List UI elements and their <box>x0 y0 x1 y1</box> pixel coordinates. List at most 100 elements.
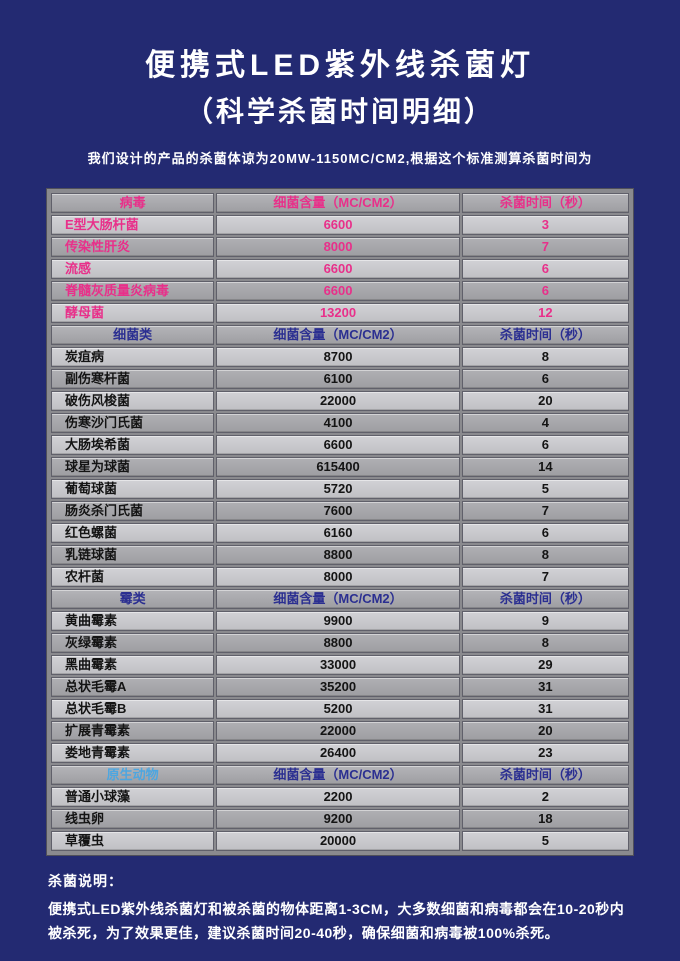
table-row: 伤寒沙门氏菌 4100 4 <box>51 412 629 433</box>
table-row: 肠炎杀门氏菌 7600 7 <box>51 500 629 521</box>
footer-label: 杀菌说明： <box>48 872 123 889</box>
col-header-time: 杀菌时间（秒） <box>461 588 629 609</box>
col-header-content: 细菌含量（MC/CM2） <box>216 764 460 785</box>
intro-text: 我们设计的产品的杀菌体谅为20MW-1150MC/CM2,根据这个标准测算杀菌时… <box>87 150 593 166</box>
content-value: 6100 <box>216 368 460 389</box>
organism-name: 球星为球菌 <box>51 456 215 477</box>
organism-name: 黄曲霉素 <box>51 610 215 631</box>
time-value: 31 <box>461 676 629 697</box>
content-value: 33000 <box>216 654 460 675</box>
table-row: 线虫卵 9200 18 <box>51 808 629 829</box>
table-row: 总状毛霉B 5200 31 <box>51 698 629 719</box>
content-value: 4100 <box>216 412 460 433</box>
section-category-label: 病毒 <box>51 192 215 213</box>
content-value: 2200 <box>216 786 460 807</box>
organism-name: 葡萄球菌 <box>51 478 215 499</box>
time-value: 6 <box>461 522 629 543</box>
table-section-header-row: 原生动物 细菌含量（MC/CM2） 杀菌时间（秒） <box>51 764 629 785</box>
content-value: 8000 <box>216 566 460 587</box>
page-subtitle: （科学杀菌时间明细） <box>184 96 495 127</box>
organism-name: 大肠埃希菌 <box>51 434 215 455</box>
organism-name: 红色螺菌 <box>51 522 215 543</box>
organism-name: 黑曲霉素 <box>51 654 215 675</box>
organism-name: 总状毛霉B <box>51 698 215 719</box>
time-value: 6 <box>461 280 629 301</box>
organism-name: 流感 <box>51 258 215 279</box>
table-row: 葡萄球菌 5720 5 <box>51 478 629 499</box>
table-row: 灰绿霉素 8800 8 <box>51 632 629 653</box>
time-value: 3 <box>461 214 629 235</box>
organism-name: 农杆菌 <box>51 566 215 587</box>
organism-name: E型大肠杆菌 <box>51 214 215 235</box>
page-title: 便携式LED紫外线杀菌灯 <box>145 49 535 82</box>
organism-name: 炭疽病 <box>51 346 215 367</box>
table-row: 黑曲霉素 33000 29 <box>51 654 629 675</box>
col-header-content: 细菌含量（MC/CM2） <box>216 588 460 609</box>
organism-name: 扩展青霉素 <box>51 720 215 741</box>
time-value: 8 <box>461 544 629 565</box>
organism-name: 酵母菌 <box>51 302 215 323</box>
sterilization-table-grid: 病毒 细菌含量（MC/CM2） 杀菌时间（秒） E型大肠杆菌 6600 3 传染… <box>49 191 631 853</box>
col-header-content: 细菌含量（MC/CM2） <box>216 192 460 213</box>
time-value: 2 <box>461 786 629 807</box>
organism-name: 线虫卵 <box>51 808 215 829</box>
content-value: 5200 <box>216 698 460 719</box>
footer-text: 便携式LED紫外线杀菌灯和被杀菌的物体距离1-3CM，大多数细菌和病毒都会在10… <box>48 900 625 942</box>
table-row: 副伤寒杆菌 6100 6 <box>51 368 629 389</box>
content-value: 615400 <box>216 456 460 477</box>
table-section-header-row: 病毒 细菌含量（MC/CM2） 杀菌时间（秒） <box>51 192 629 213</box>
table-row: 扩展青霉素 22000 20 <box>51 720 629 741</box>
time-value: 4 <box>461 412 629 433</box>
time-value: 23 <box>461 742 629 763</box>
organism-name: 普通小球藻 <box>51 786 215 807</box>
content-value: 9200 <box>216 808 460 829</box>
col-header-content: 细菌含量（MC/CM2） <box>216 324 460 345</box>
sterilization-table-body: 病毒 细菌含量（MC/CM2） 杀菌时间（秒） E型大肠杆菌 6600 3 传染… <box>51 192 629 851</box>
table-row: 农杆菌 8000 7 <box>51 566 629 587</box>
time-value: 7 <box>461 566 629 587</box>
organism-name: 伤寒沙门氏菌 <box>51 412 215 433</box>
organism-name: 肠炎杀门氏菌 <box>51 500 215 521</box>
time-value: 5 <box>461 830 629 851</box>
time-value: 7 <box>461 236 629 257</box>
time-value: 6 <box>461 434 629 455</box>
time-value: 31 <box>461 698 629 719</box>
col-header-time: 杀菌时间（秒） <box>461 324 629 345</box>
table-row: 流感 6600 6 <box>51 258 629 279</box>
table-row: 总状毛霉A 35200 31 <box>51 676 629 697</box>
content-value: 5720 <box>216 478 460 499</box>
time-value: 9 <box>461 610 629 631</box>
footer-note: 杀菌说明： 便携式LED紫外线杀菌灯和被杀菌的物体距离1-3CM，大多数细菌和病… <box>48 871 632 946</box>
table-row: 脊髓灰质量炎病毒 6600 6 <box>51 280 629 301</box>
table-row: 红色螺菌 6160 6 <box>51 522 629 543</box>
table-row: 大肠埃希菌 6600 6 <box>51 434 629 455</box>
organism-name: 乳链球菌 <box>51 544 215 565</box>
content-value: 6600 <box>216 258 460 279</box>
organism-name: 破伤风梭菌 <box>51 390 215 411</box>
table-row: 炭疽病 8700 8 <box>51 346 629 367</box>
content-value: 8700 <box>216 346 460 367</box>
table-row: 破伤风梭菌 22000 20 <box>51 390 629 411</box>
col-header-time: 杀菌时间（秒） <box>461 764 629 785</box>
table-row: 草覆虫 20000 5 <box>51 830 629 851</box>
organism-name: 副伤寒杆菌 <box>51 368 215 389</box>
time-value: 8 <box>461 632 629 653</box>
col-header-time: 杀菌时间（秒） <box>461 192 629 213</box>
content-value: 9900 <box>216 610 460 631</box>
content-value: 8800 <box>216 544 460 565</box>
section-category-label: 霉类 <box>51 588 215 609</box>
organism-name: 传染性肝炎 <box>51 236 215 257</box>
time-value: 5 <box>461 478 629 499</box>
time-value: 20 <box>461 390 629 411</box>
table-section-header-row: 细菌类 细菌含量（MC/CM2） 杀菌时间（秒） <box>51 324 629 345</box>
content-value: 22000 <box>216 390 460 411</box>
content-value: 6600 <box>216 280 460 301</box>
section-category-label: 原生动物 <box>51 764 215 785</box>
organism-name: 娄地青霉素 <box>51 742 215 763</box>
organism-name: 灰绿霉素 <box>51 632 215 653</box>
content-value: 6160 <box>216 522 460 543</box>
content-value: 13200 <box>216 302 460 323</box>
content-value: 20000 <box>216 830 460 851</box>
sterilization-table: 病毒 细菌含量（MC/CM2） 杀菌时间（秒） E型大肠杆菌 6600 3 传染… <box>46 187 634 856</box>
